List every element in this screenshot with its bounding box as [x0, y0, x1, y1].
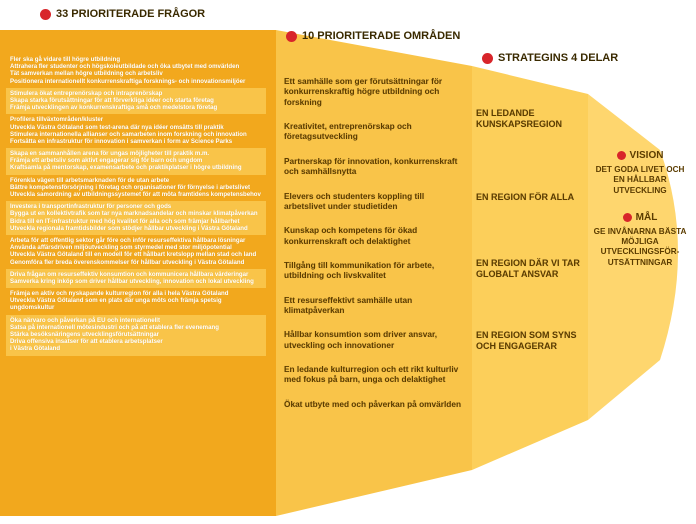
col1-group: Driva frågan om resurseffektiv konsumtio…	[6, 269, 266, 288]
col1-line: Främja utvecklingen av konkurrenskraftig…	[10, 104, 262, 111]
col1-line: Utveckla Västra Götaland som test-arena …	[10, 124, 262, 131]
col1-line: Bygga ut en kollektivtrafik som tar nya …	[10, 210, 262, 217]
red-dot-icon	[617, 151, 626, 160]
col1-group: Skapa en sammanhållen arena för ungas mö…	[6, 148, 266, 175]
col1-line: Utveckla regionala framtidsbilder som st…	[10, 225, 262, 232]
col2-item: Elevers och studenters koppling till arb…	[284, 191, 464, 212]
col2-item: En ledande kulturregion och ett rikt kul…	[284, 364, 464, 385]
red-dot-icon	[623, 213, 632, 222]
col3-item: EN REGION DÄR VI TAR GLOBALT ANSVAR	[476, 258, 582, 280]
col2-item: Ett resurseffektivt samhälle utan klimat…	[284, 295, 464, 316]
col1-line: Utveckla Västra Götaland till en modell …	[10, 251, 262, 258]
col1-line: Driva frågan om resurseffektiv konsumtio…	[10, 271, 262, 278]
col1-line: Tät samverkan mellan högre utbildning oc…	[10, 70, 262, 77]
col1-line: i Västra Götaland	[10, 345, 262, 352]
col2-item: Ett samhälle som ger förutsättningar för…	[284, 76, 464, 107]
col1-line: Öka närvaro och påverkan på EU och inter…	[10, 317, 262, 324]
col1-line: Utveckla samordning av utbildningssystem…	[10, 191, 262, 198]
col1-line: Positionera internationellt konkurrenskr…	[10, 78, 262, 85]
col2-item: Tillgång till kommunikation för arbete, …	[284, 260, 464, 281]
col1-group: Profilera tillväxtområden/klusterUtveckl…	[6, 114, 266, 148]
vision-text: DET GODA LIVET OCH EN HÅLLBAR UTVECKLING	[592, 165, 688, 196]
col3-item: EN REGION SOM SYNS OCH ENGAGERAR	[476, 330, 582, 352]
col3-item: EN REGION FÖR ALLA	[476, 192, 582, 203]
col1-line: Profilera tillväxtområden/kluster	[10, 116, 262, 123]
col1-line: Stimulera internationella allianser och …	[10, 131, 262, 138]
col1-line: Fortsätta en infrastruktur för innovatio…	[10, 138, 262, 145]
col2-item: Ökat utbyte med och påverkan på omvärlde…	[284, 399, 464, 409]
column-4-parts: EN LEDANDE KUNSKAPSREGION EN REGION FÖR A…	[476, 0, 586, 524]
col2-item: Kunskap och kompetens för ökad konkurren…	[284, 225, 464, 246]
col1-group: Investera i transportinfrastruktur för p…	[6, 201, 266, 235]
col2-item: Kreativitet, entreprenörskap och företag…	[284, 121, 464, 142]
col1-group: Fler ska gå vidare till högre utbildning…	[6, 54, 266, 88]
vision-heading: VISION	[592, 150, 688, 161]
col1-line: Utveckla Västra Götaland som en plats dä…	[10, 297, 262, 311]
col2-item: Hållbar konsumtion som driver ansvar, ut…	[284, 329, 464, 350]
vision-label: VISION	[630, 150, 664, 161]
col1-group: Stimulera ökat entreprenörskap och intra…	[6, 88, 266, 115]
col1-group: Öka närvaro och påverkan på EU och inter…	[6, 315, 266, 356]
col1-line: Förenkla vägen till arbetsmarknaden för …	[10, 177, 262, 184]
col1-group: Främja en aktiv och nyskapande kulturreg…	[6, 288, 266, 315]
col1-line: Satsa på internationell mötesindustri oc…	[10, 324, 262, 331]
mal-label: MÅL	[636, 212, 658, 223]
col1-group: Arbeta för att offentlig sektor går före…	[6, 235, 266, 269]
col2-item: Partnerskap för innovation, konkurrenskr…	[284, 156, 464, 177]
col1-line: Bidra till en IT-infrastruktur med hög k…	[10, 218, 262, 225]
col1-line: Kraftsamla på mentorskap, examensarbete …	[10, 164, 262, 171]
column-10-areas: Ett samhälle som ger förutsättningar för…	[284, 0, 470, 524]
column-33-questions: Fler ska gå vidare till högre utbildning…	[6, 0, 274, 524]
col1-line: Bättre kompetensförsörjning i företag oc…	[10, 184, 262, 191]
col3-item: EN LEDANDE KUNSKAPSREGION	[476, 108, 582, 130]
column-vision-mal: VISION DET GODA LIVET OCH EN HÅLLBAR UTV…	[592, 0, 692, 524]
col1-group: Förenkla vägen till arbetsmarknaden för …	[6, 175, 266, 202]
mal-heading: MÅL	[592, 212, 688, 223]
col1-line: Genomföra fler breda överenskommelser fö…	[10, 259, 262, 266]
col1-line: Stimulera ökat entreprenörskap och intra…	[10, 90, 262, 97]
col1-line: Samverka kring inköp som driver hållbar …	[10, 278, 262, 285]
mal-text: GE INVÅNARNA BÄSTA MÖJLIGA UTVECKLINGSFÖ…	[592, 227, 688, 268]
